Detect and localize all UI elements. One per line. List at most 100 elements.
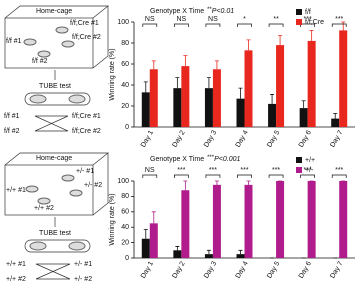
legend-swatch: [296, 19, 302, 25]
bar: [276, 45, 285, 127]
pair-right: f/f;Cre #2: [72, 128, 101, 135]
bar: [276, 181, 285, 258]
legend-swatch: [296, 9, 302, 15]
mouse: [61, 174, 75, 182]
title-p: P<0.01: [212, 8, 234, 15]
significance-bracket: [205, 174, 221, 178]
error-bar: [301, 100, 306, 109]
significance-bracket: [331, 23, 347, 27]
pair-left: f/f #2: [4, 128, 20, 135]
significance: NS: [176, 16, 186, 23]
x-tick-label: Day 5: [266, 260, 281, 279]
significance: **: [273, 16, 279, 23]
bar: [173, 88, 182, 127]
x-tick-label: Day 6: [298, 129, 313, 148]
mouse-label: f/f;Cre #1: [70, 20, 99, 27]
significance: ***: [240, 167, 248, 174]
significance-bracket: [174, 174, 189, 178]
cage-top: [4, 5, 109, 19]
y-axis-label: Winning rate (%): [109, 48, 116, 100]
title-p: P<0.001: [214, 156, 240, 163]
x-tick-label: Day 6: [298, 260, 313, 279]
pair-arrows: [35, 263, 71, 280]
significance-bracket: [300, 174, 315, 178]
significance: NS: [145, 16, 155, 23]
bar: [212, 69, 221, 127]
bar: [204, 254, 213, 258]
error-bar: [175, 246, 180, 251]
bar: [204, 88, 213, 127]
y-tick-label: 40: [121, 224, 129, 231]
significance-bracket: [237, 23, 252, 27]
bar: [307, 181, 316, 258]
y-tick-label: 80: [121, 193, 129, 200]
mouse: [23, 38, 37, 46]
title-stars: **: [207, 7, 212, 13]
bar: [181, 66, 190, 127]
error-bar: [214, 180, 219, 185]
error-bar: [143, 81, 148, 93]
error-bar: [183, 55, 188, 67]
test-label: TUBE test: [39, 83, 71, 90]
bar: [236, 254, 245, 258]
x-tick-label: Day 2: [171, 129, 186, 148]
bar: [173, 250, 182, 258]
legend-label: f/f;Cre: [305, 19, 324, 26]
error-bar: [341, 21, 346, 31]
error-bar: [183, 180, 188, 191]
bar: [236, 98, 245, 127]
mouse: [68, 94, 86, 104]
mouse-label: f/f #2: [32, 58, 48, 65]
significance: ***: [335, 16, 343, 23]
bar: [307, 40, 316, 127]
title-text: Genotype X Time: [150, 8, 204, 15]
y-tick-label: 100: [117, 178, 129, 185]
error-bar: [206, 249, 211, 255]
mouse: [61, 40, 75, 48]
significance: *: [243, 16, 246, 23]
error-bar: [175, 77, 180, 89]
significance: ***: [304, 16, 312, 23]
tube: [24, 92, 91, 106]
x-tick-label: Day 2: [171, 260, 186, 279]
significance: ***: [209, 167, 217, 174]
mouse: [25, 185, 39, 193]
legend-swatch: [296, 157, 302, 163]
mouse: [69, 189, 83, 197]
cage-top: [4, 152, 109, 166]
y-tick-label: 80: [121, 40, 129, 47]
x-tick-label: Day 3: [203, 129, 218, 148]
error-bar: [333, 112, 338, 119]
tube: [24, 239, 91, 253]
error-bar: [143, 229, 148, 239]
error-bar: [206, 77, 211, 89]
y-tick-label: 60: [121, 209, 129, 216]
diagram: Home-cage f/f;Cre #1 f/f #1 f/f;Cre #2 f…: [4, 5, 109, 135]
x-tick-label: Day 7: [329, 260, 344, 279]
y-tick-label: 20: [121, 103, 129, 110]
bar: [149, 223, 158, 258]
mouse: [55, 26, 69, 34]
pair-left: +/+ #1: [6, 261, 26, 268]
cage-front: [4, 17, 94, 69]
error-bar: [238, 249, 243, 255]
mouse: [68, 241, 86, 251]
significance: ***: [177, 167, 185, 174]
y-tick-label: 20: [121, 239, 129, 246]
legend-label: f/f: [305, 9, 311, 16]
significance: NS: [208, 16, 218, 23]
legend-label: +/-: [305, 167, 314, 174]
bar: [244, 184, 253, 258]
bar: [181, 190, 190, 258]
legend-swatch: [296, 167, 302, 173]
error-bar: [309, 30, 314, 41]
pair-arrows: [34, 115, 69, 132]
bar: [268, 103, 277, 127]
chart-title: Genotype X Time **P<0.01: [150, 7, 234, 15]
test-label: TUBE test: [39, 230, 71, 237]
significance-bracket: [142, 174, 158, 178]
error-bar: [270, 94, 275, 104]
